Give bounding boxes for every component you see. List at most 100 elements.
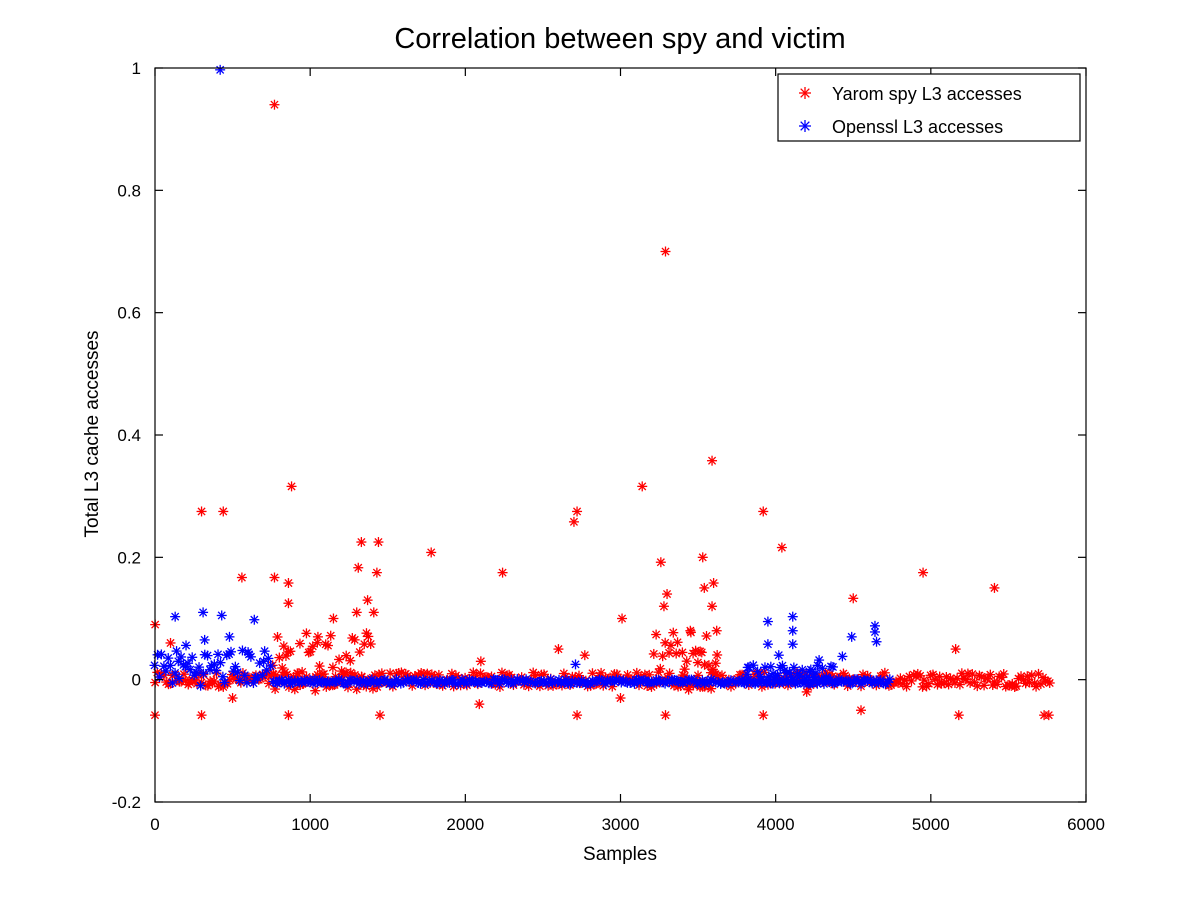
x-tick-label: 3000 — [602, 815, 640, 834]
band-point — [170, 667, 181, 678]
data-point — [475, 656, 486, 667]
band-point — [310, 685, 321, 696]
band-point — [884, 674, 895, 685]
data-point — [758, 710, 769, 721]
data-point — [196, 506, 207, 517]
band-point — [327, 662, 338, 673]
band-point — [679, 664, 690, 675]
band-point — [810, 667, 821, 678]
band-point — [277, 662, 288, 673]
data-point — [953, 710, 964, 721]
data-point — [662, 589, 673, 600]
series-yarom-spy — [150, 99, 1055, 721]
band-point — [712, 649, 723, 660]
band-point — [272, 631, 283, 642]
band-point — [285, 646, 296, 657]
data-point — [637, 481, 648, 492]
band-point — [294, 638, 305, 649]
data-point — [249, 614, 260, 625]
band-point — [257, 670, 268, 681]
data-point — [328, 613, 339, 624]
band-point — [772, 670, 783, 681]
band-point — [219, 677, 230, 688]
data-point — [776, 542, 787, 553]
band-point — [655, 663, 666, 674]
y-tick-label: -0.2 — [112, 793, 141, 812]
data-point — [568, 516, 579, 527]
band-point — [217, 671, 228, 682]
data-point — [707, 455, 718, 466]
band-point — [365, 639, 376, 650]
legend-marker-yarom — [799, 87, 811, 99]
band-point — [967, 669, 978, 680]
band-point — [788, 662, 799, 673]
data-point — [269, 572, 280, 583]
data-point — [198, 607, 209, 618]
band-point — [274, 652, 285, 663]
legend-label-yarom: Yarom spy L3 accesses — [832, 84, 1022, 104]
legend-label-openssl: Openssl L3 accesses — [832, 117, 1003, 137]
x-tick-label: 5000 — [912, 815, 950, 834]
band-point — [830, 677, 841, 688]
band-point — [163, 653, 174, 664]
data-point — [283, 578, 294, 589]
legend: Yarom spy L3 accesses Openssl L3 accesse… — [777, 73, 1081, 142]
data-point — [801, 686, 812, 697]
data-point — [236, 572, 247, 583]
band-point — [202, 650, 213, 661]
data-point — [218, 506, 229, 517]
data-point — [658, 601, 669, 612]
band-point — [171, 646, 182, 657]
data-point — [685, 625, 696, 636]
data-point — [758, 506, 769, 517]
band-point — [187, 652, 198, 663]
band-point — [985, 669, 996, 680]
band-point — [363, 631, 374, 642]
data-point — [173, 656, 184, 667]
data-point — [196, 710, 207, 721]
band-point — [165, 660, 176, 671]
x-tick-label: 0 — [150, 815, 159, 834]
band-point — [651, 629, 662, 640]
data-point — [497, 567, 508, 578]
data-point — [170, 611, 181, 622]
band-point — [992, 679, 1003, 690]
band-point — [696, 647, 707, 658]
data-point — [356, 537, 367, 548]
data-point — [283, 710, 294, 721]
data-point — [615, 693, 626, 704]
data-point — [871, 636, 882, 647]
data-point — [869, 626, 880, 637]
band-point — [354, 647, 365, 658]
data-point — [368, 607, 379, 618]
band-point — [797, 664, 808, 675]
band-point — [322, 640, 333, 651]
band-point — [701, 630, 712, 641]
band-point — [213, 649, 224, 660]
data-point — [814, 655, 825, 666]
data-point — [617, 613, 628, 624]
data-point — [353, 562, 364, 573]
data-point — [787, 625, 798, 636]
band-point — [349, 634, 360, 645]
data-point — [950, 644, 961, 655]
x-tick-label: 6000 — [1067, 815, 1105, 834]
band-point — [198, 668, 209, 679]
band-point — [194, 662, 205, 673]
band-point — [178, 669, 189, 680]
x-tick-label: 4000 — [757, 815, 795, 834]
band-point — [791, 675, 802, 686]
y-tick-label: 1 — [132, 59, 141, 78]
data-point — [165, 637, 176, 648]
band-point — [265, 661, 276, 672]
data-point — [474, 699, 485, 710]
data-point — [655, 557, 666, 568]
data-point — [216, 610, 227, 621]
data-point — [1043, 710, 1054, 721]
data-point — [570, 659, 581, 670]
data-point — [312, 631, 323, 642]
data-point — [989, 582, 1000, 593]
band-point — [215, 657, 226, 668]
series-openssl — [149, 64, 895, 691]
axis-ticks: 0 1000 2000 3000 4000 5000 6000 -0.2 0 0.2 0.4 0.6 0… — [112, 59, 1105, 834]
